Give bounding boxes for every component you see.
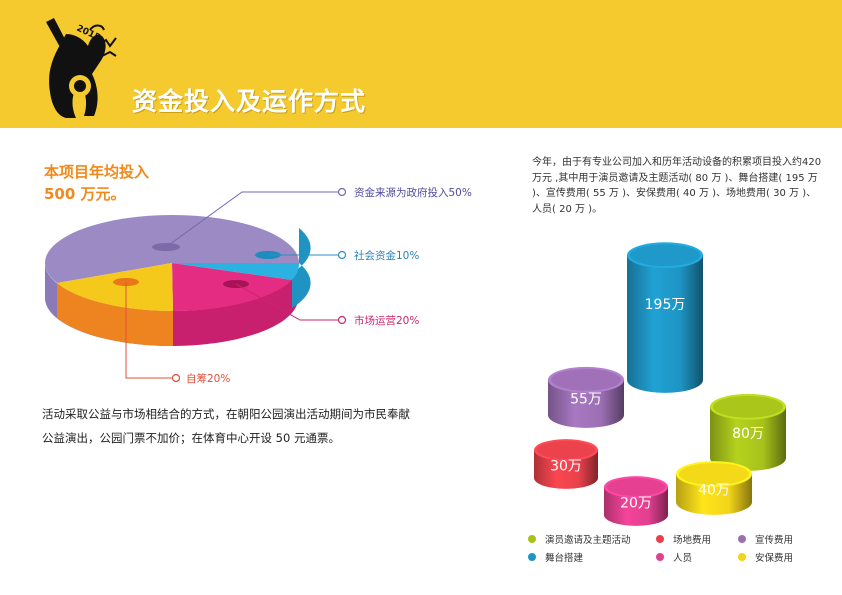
cylinder-2: 195万 — [627, 242, 703, 393]
page-title: 资金投入及运作方式 — [132, 87, 367, 116]
investment-headline: 本项目年均投入 500 万元。 — [44, 161, 149, 205]
pie-side-market — [173, 254, 299, 346]
pie-slice-self — [57, 263, 173, 312]
cylinder-top-inner — [630, 244, 700, 267]
guitar-player-icon: 2015 — [46, 18, 117, 118]
budget-cylinder-chart: 55万 195万 80万 30万 40万 20万 — [534, 242, 786, 526]
cylinder-value-label: 20万 — [620, 496, 652, 512]
leader-self-dot — [171, 373, 181, 383]
legend-dot — [528, 535, 536, 543]
pie-label-gov: 资金来源为政府投入50% — [354, 186, 472, 199]
funding-pie-chart: 资金来源为政府投入50% 社会资金10% 市场运营20% 自筹20% — [45, 186, 472, 385]
cylinder-legend: 演员邀请及主题活动 舞台搭建 场地费用 人员 宣传费用 安保费用 — [528, 532, 828, 568]
cylinder-value-label: 55万 — [570, 392, 602, 408]
leader-market — [235, 283, 342, 321]
cylinder-top-inner — [713, 395, 783, 418]
pie-side-self — [57, 283, 173, 347]
cylinder-5: 55万 — [548, 366, 624, 428]
cylinder-body — [710, 406, 786, 471]
legend-item-promotion: 宣传费用 — [738, 532, 793, 546]
legend-item-venue: 场地费用 — [656, 532, 711, 546]
leader-self — [125, 282, 176, 379]
legend-label: 人员 — [673, 553, 693, 564]
cylinder-top-inner — [551, 368, 621, 391]
pie-label-market: 市场运营20% — [354, 314, 419, 327]
cylinder-value-label: 195万 — [645, 297, 686, 313]
legend-label: 演员邀请及主题活动 — [545, 535, 631, 546]
operation-description: 活动采取公益与市场相结合的方式，在朝阳公园演出活动期间为市民奉献 公益演出，公园… — [42, 402, 452, 450]
cylinder-top-inner — [679, 463, 749, 485]
cylinder-value-label: 30万 — [550, 459, 582, 475]
leader-gov-dot — [337, 187, 347, 197]
description-line-2: 公益演出，公园门票不加价；在体育中心开设 50 元通票。 — [42, 431, 340, 445]
budget-note: 今年，由于有专业公司加入和历年活动设备的积累项目投入约420万元 ,其中用于演员… — [532, 157, 822, 215]
cylinder-4: 20万 — [604, 476, 668, 526]
leader-social-dot — [337, 250, 347, 260]
legend-item-security: 安保费用 — [738, 550, 793, 564]
legend-item-performers: 演员邀请及主题活动 — [528, 532, 631, 546]
cylinder-body — [604, 487, 668, 526]
legend-label: 舞台搭建 — [545, 553, 584, 564]
cylinder-value-label: 40万 — [698, 483, 730, 499]
headline-line-2: 500 万元。 — [44, 185, 126, 203]
legend-dot — [528, 553, 536, 561]
cylinder-3: 30万 — [534, 439, 598, 489]
legend-item-staff: 人员 — [656, 550, 692, 564]
pie-slice-social — [172, 263, 300, 280]
cylinder-body — [548, 379, 624, 428]
pie-label-social: 社会资金10% — [354, 249, 419, 262]
cylinder-top-inner — [607, 478, 665, 496]
cylinder-6: 40万 — [676, 461, 752, 515]
pie-side-social — [292, 228, 311, 308]
pie-label-self: 自筹20% — [186, 372, 230, 385]
legend-label: 宣传费用 — [755, 535, 794, 546]
legend-label: 安保费用 — [755, 553, 794, 564]
legend-dot — [738, 553, 746, 561]
legend-item-stage: 舞台搭建 — [528, 550, 583, 564]
cylinder-body — [627, 255, 703, 393]
cylinder-body — [534, 450, 598, 489]
leader-gov — [165, 191, 342, 248]
cylinder-1: 80万 — [710, 393, 786, 471]
headline-line-1: 本项目年均投入 — [44, 163, 150, 181]
legend-label: 场地费用 — [673, 535, 712, 546]
legend-dot — [738, 535, 746, 543]
cylinder-top-inner — [537, 441, 595, 459]
header-banner — [0, 0, 842, 128]
cylinder-value-label: 80万 — [732, 426, 764, 442]
leader-market-dot — [337, 315, 347, 325]
legend-dot — [656, 535, 664, 543]
description-line-1: 活动采取公益与市场相结合的方式，在朝阳公园演出活动期间为市民奉献 — [42, 407, 410, 421]
legend-dot — [656, 553, 664, 561]
